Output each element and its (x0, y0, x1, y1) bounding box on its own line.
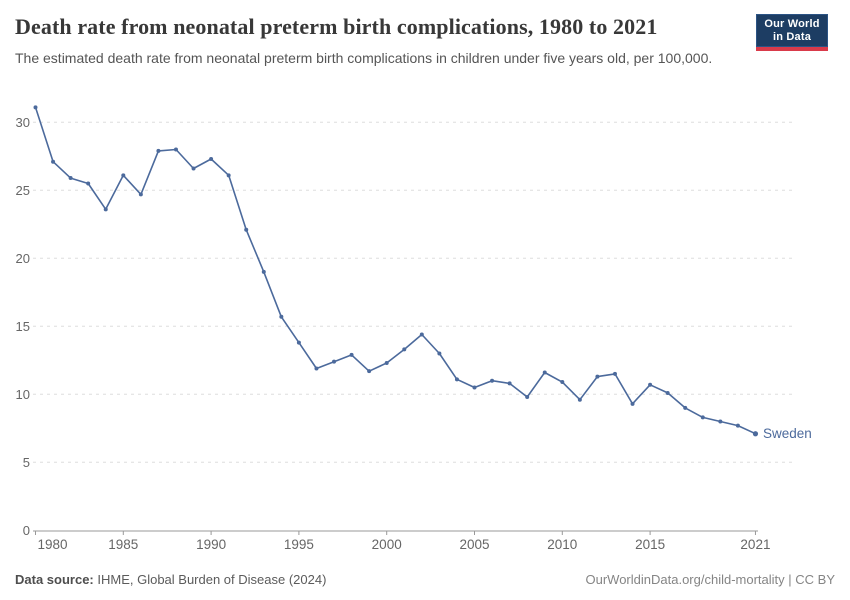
data-point[interactable] (209, 157, 214, 162)
x-tick-label: 1995 (284, 537, 314, 552)
data-point[interactable] (138, 192, 143, 197)
page-title: Death rate from neonatal preterm birth c… (15, 14, 658, 39)
data-point[interactable] (349, 352, 354, 357)
x-tick-label: 1990 (196, 537, 226, 552)
data-point[interactable] (332, 359, 337, 364)
data-point[interactable] (261, 269, 266, 274)
data-source-label: Data source: (15, 572, 94, 587)
data-point[interactable] (490, 378, 495, 383)
data-point[interactable] (121, 173, 126, 178)
data-point[interactable] (648, 382, 653, 387)
data-point[interactable] (173, 147, 178, 152)
data-point[interactable] (683, 405, 688, 410)
data-point[interactable] (68, 176, 73, 181)
owid-logo-line1: Our World (764, 17, 820, 30)
data-point[interactable] (156, 148, 161, 153)
x-tick-label: 2015 (635, 537, 665, 552)
data-point[interactable] (752, 431, 759, 437)
x-tick-label: 2021 (740, 537, 770, 552)
data-point[interactable] (51, 159, 56, 164)
data-point[interactable] (314, 366, 319, 371)
data-source: Data source: IHME, Global Burden of Dise… (15, 572, 326, 587)
y-tick-label: 5 (23, 455, 30, 470)
chart-subtitle: The estimated death rate from neonatal p… (15, 50, 713, 66)
data-point[interactable] (33, 105, 38, 110)
data-point[interactable] (472, 385, 477, 390)
data-point[interactable] (437, 351, 442, 356)
x-tick-label: 1985 (108, 537, 138, 552)
series-end-label[interactable]: Sweden (763, 426, 812, 441)
owid-logo[interactable]: Our World in Data (756, 14, 828, 51)
y-tick-label: 0 (23, 523, 30, 538)
x-tick-label: 1980 (38, 537, 68, 552)
data-point[interactable] (718, 419, 723, 424)
owid-logo-line2: in Data (772, 30, 812, 43)
data-point[interactable] (525, 395, 530, 400)
series-line-sweden[interactable] (34, 107, 756, 435)
y-tick-label: 15 (16, 319, 30, 334)
data-point[interactable] (595, 374, 600, 379)
data-point[interactable] (735, 423, 740, 428)
data-point[interactable] (560, 380, 565, 385)
data-point[interactable] (402, 347, 407, 352)
data-point[interactable] (226, 173, 231, 178)
y-tick-label: 30 (16, 115, 30, 130)
data-point[interactable] (384, 361, 389, 366)
y-tick-label: 20 (16, 251, 30, 266)
data-point[interactable] (103, 207, 108, 212)
data-point[interactable] (244, 227, 249, 232)
data-point[interactable] (454, 377, 459, 382)
x-tick-label: 2005 (459, 537, 489, 552)
data-point[interactable] (507, 381, 512, 386)
data-point[interactable] (700, 415, 705, 420)
data-point[interactable] (542, 370, 547, 375)
data-point[interactable] (665, 390, 670, 395)
y-tick-label: 10 (16, 387, 30, 402)
data-point[interactable] (419, 332, 424, 337)
x-tick-label: 2000 (372, 537, 402, 552)
attribution-link[interactable]: OurWorldinData.org/child-mortality | CC … (585, 572, 836, 587)
data-point[interactable] (612, 371, 617, 376)
data-source-text: IHME, Global Burden of Disease (2024) (93, 572, 327, 587)
data-point[interactable] (296, 340, 301, 345)
x-tick-label: 2010 (547, 537, 577, 552)
data-point[interactable] (630, 401, 635, 406)
y-tick-label: 25 (16, 183, 30, 198)
data-point[interactable] (86, 181, 91, 186)
data-point[interactable] (577, 397, 582, 402)
data-point[interactable] (279, 314, 284, 319)
data-point[interactable] (367, 369, 372, 374)
chart-header: Death rate from neonatal preterm birth c… (15, 14, 835, 69)
chart-footer: Data source: IHME, Global Burden of Dise… (15, 572, 835, 587)
data-point[interactable] (191, 166, 196, 171)
